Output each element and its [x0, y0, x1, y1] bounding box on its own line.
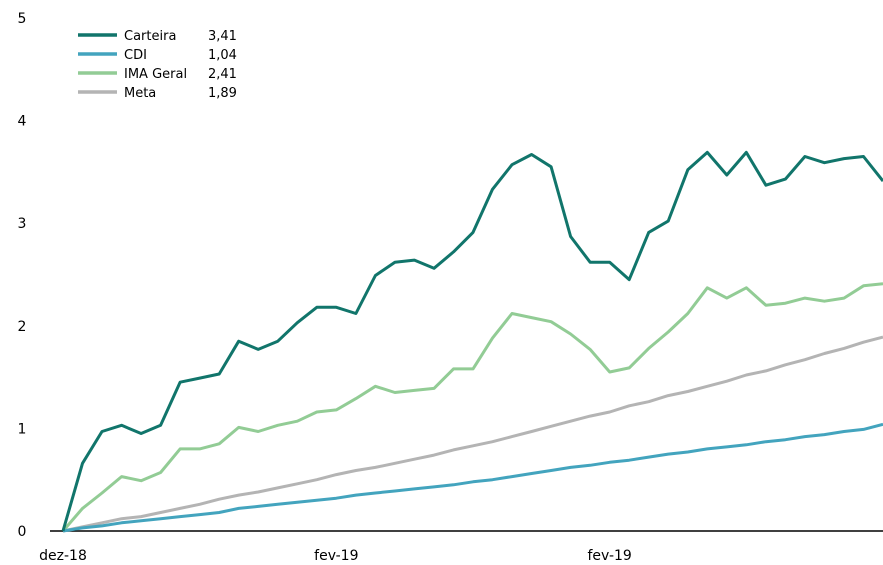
y-tick-label: 2: [18, 319, 27, 335]
series-line-carteira: [61, 150, 883, 532]
series-lines: [61, 150, 883, 533]
legend-value-meta: 1,89: [208, 86, 237, 101]
y-tick-label: 5: [18, 11, 27, 27]
series-line-cdi: [62, 422, 883, 533]
x-tick-label: fev-19: [314, 548, 358, 564]
legend-value-cdi: 1,04: [208, 48, 237, 63]
legend-label-carteira: Carteira: [124, 29, 176, 44]
legend-value-carteira: 3,41: [208, 29, 237, 44]
y-axis-ticks: 0 1 2 3 4 5: [18, 11, 27, 540]
y-tick-label: 4: [18, 114, 27, 130]
legend-label-cdi: CDI: [124, 48, 147, 63]
x-tick-label: dez-18: [39, 548, 87, 564]
legend: Carteira 3,41 CDI 1,04 IMA Geral 2,41 Meta 1,89: [78, 29, 237, 101]
legend-value-ima-geral: 2,41: [208, 67, 237, 82]
y-tick-label: 0: [18, 524, 27, 540]
y-tick-label: 1: [18, 421, 27, 437]
y-tick-label: 3: [18, 216, 27, 232]
series-line-ima-geral: [61, 282, 883, 532]
legend-label-meta: Meta: [124, 86, 156, 101]
x-tick-label: fev-19: [588, 548, 632, 564]
x-axis-ticks: dez-18 fev-19 fev-19: [39, 548, 632, 564]
series-line-meta: [62, 335, 883, 533]
legend-label-ima-geral: IMA Geral: [124, 67, 187, 82]
